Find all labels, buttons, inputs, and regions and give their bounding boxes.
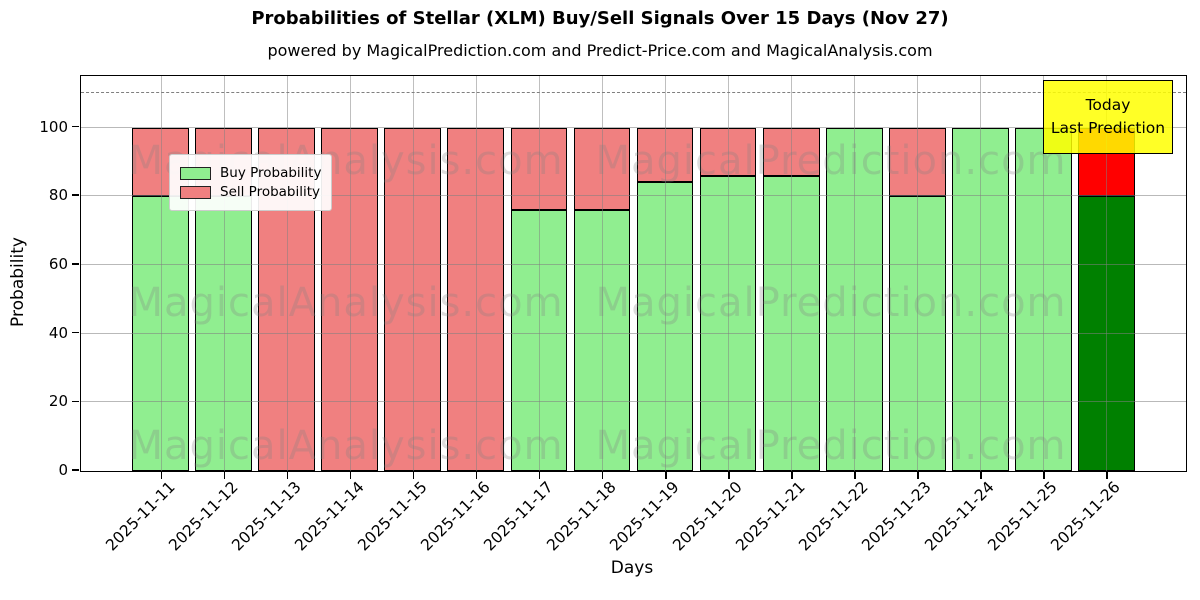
- h-gridline: [81, 126, 1186, 128]
- x-tick-mark: [728, 472, 730, 479]
- bar-column-2025-11-11: [129, 76, 192, 479]
- v-gridline: [475, 76, 477, 471]
- y-tick-mark: [72, 400, 79, 403]
- bars-container: [81, 76, 1186, 479]
- today-annotation: Today Last Prediction: [1043, 80, 1173, 154]
- h-gridline: [81, 332, 1186, 334]
- legend-label-buy: Buy Probability: [220, 165, 322, 181]
- bar-column-2025-11-23: [886, 76, 949, 479]
- x-tick-mark: [475, 472, 478, 479]
- x-tick-mark: [160, 472, 163, 479]
- bar-column-2025-11-20: [697, 76, 760, 479]
- v-gridline: [349, 76, 351, 471]
- threshold-dashed-line: [81, 92, 1186, 94]
- v-gridline: [980, 76, 982, 471]
- v-gridline: [791, 76, 793, 471]
- x-axis-label: Days: [610, 558, 654, 578]
- x-tick-mark: [980, 472, 982, 479]
- legend: Buy Probability Sell Probability: [169, 154, 333, 211]
- h-gridline: [81, 401, 1186, 403]
- bar-column-2025-11-13: [255, 76, 318, 479]
- bar-column-2025-11-24: [949, 76, 1012, 479]
- x-tick-mark: [1106, 472, 1108, 479]
- bar-column-2025-11-21: [760, 76, 823, 479]
- y-tick-label: 40: [48, 323, 68, 342]
- y-tick-label: 60: [48, 254, 68, 273]
- bar-column-2025-11-18: [570, 76, 633, 479]
- bar-column-2025-11-19: [634, 76, 697, 479]
- v-gridline: [1043, 76, 1045, 471]
- v-gridline: [538, 76, 540, 471]
- legend-label-sell: Sell Probability: [220, 184, 321, 200]
- y-tick-label: 80: [48, 186, 68, 205]
- bar-column-2025-11-12: [192, 76, 255, 479]
- annotation-line2: Last Prediction: [1050, 119, 1166, 137]
- y-tick-mark: [72, 331, 79, 334]
- y-tick-mark: [72, 263, 79, 265]
- y-tick-label: 0: [58, 461, 68, 479]
- x-tick-mark: [917, 472, 919, 479]
- y-tick-mark: [72, 125, 79, 128]
- bar-column-2025-11-25: [1012, 76, 1075, 479]
- y-axis-label: Probability: [8, 237, 28, 327]
- annotation-line1: Today: [1085, 95, 1131, 114]
- chart-title: Probabilities of Stellar (XLM) Buy/Sell …: [251, 8, 949, 29]
- y-tick-label: 100: [39, 117, 68, 136]
- bar-column-2025-11-14: [318, 76, 381, 479]
- v-gridline: [412, 76, 414, 471]
- bar-column-2025-11-17: [507, 76, 570, 479]
- x-tick-mark: [1043, 472, 1045, 479]
- v-gridline: [854, 76, 856, 471]
- legend-entry-sell: Sell Probability: [180, 184, 321, 200]
- v-gridline: [917, 76, 919, 471]
- x-tick-mark: [665, 472, 667, 479]
- x-tick-mark: [412, 472, 415, 479]
- bar-column-2025-11-22: [823, 76, 886, 479]
- v-gridline: [601, 76, 603, 471]
- v-gridline: [1106, 76, 1108, 471]
- x-tick-mark: [349, 472, 352, 479]
- x-tick-mark: [223, 472, 226, 479]
- v-gridline: [160, 76, 162, 471]
- h-gridline: [81, 263, 1186, 265]
- plot-area: MagicalAnalysis.com MagicalPrediction.co…: [80, 75, 1187, 479]
- v-gridline: [286, 76, 288, 471]
- buy-probability-swatch: [180, 166, 211, 180]
- chart-subtitle: powered by MagicalPrediction.com and Pre…: [267, 41, 933, 60]
- x-tick-mark: [854, 472, 856, 479]
- h-gridline: [81, 195, 1186, 197]
- x-tick-mark: [791, 472, 793, 479]
- v-gridline: [728, 76, 730, 471]
- x-tick-mark: [601, 472, 604, 479]
- bar-column-2025-11-16: [444, 76, 507, 479]
- y-tick-mark: [72, 469, 79, 471]
- x-tick-mark: [538, 472, 541, 479]
- x-tick-mark: [286, 472, 289, 479]
- bar-column-2025-11-15: [381, 76, 444, 479]
- v-gridline: [223, 76, 225, 471]
- y-tick-mark: [72, 194, 79, 196]
- legend-entry-buy: Buy Probability: [180, 165, 321, 181]
- v-gridline: [665, 76, 667, 471]
- y-tick-label: 20: [48, 392, 68, 411]
- sell-probability-swatch: [180, 185, 211, 199]
